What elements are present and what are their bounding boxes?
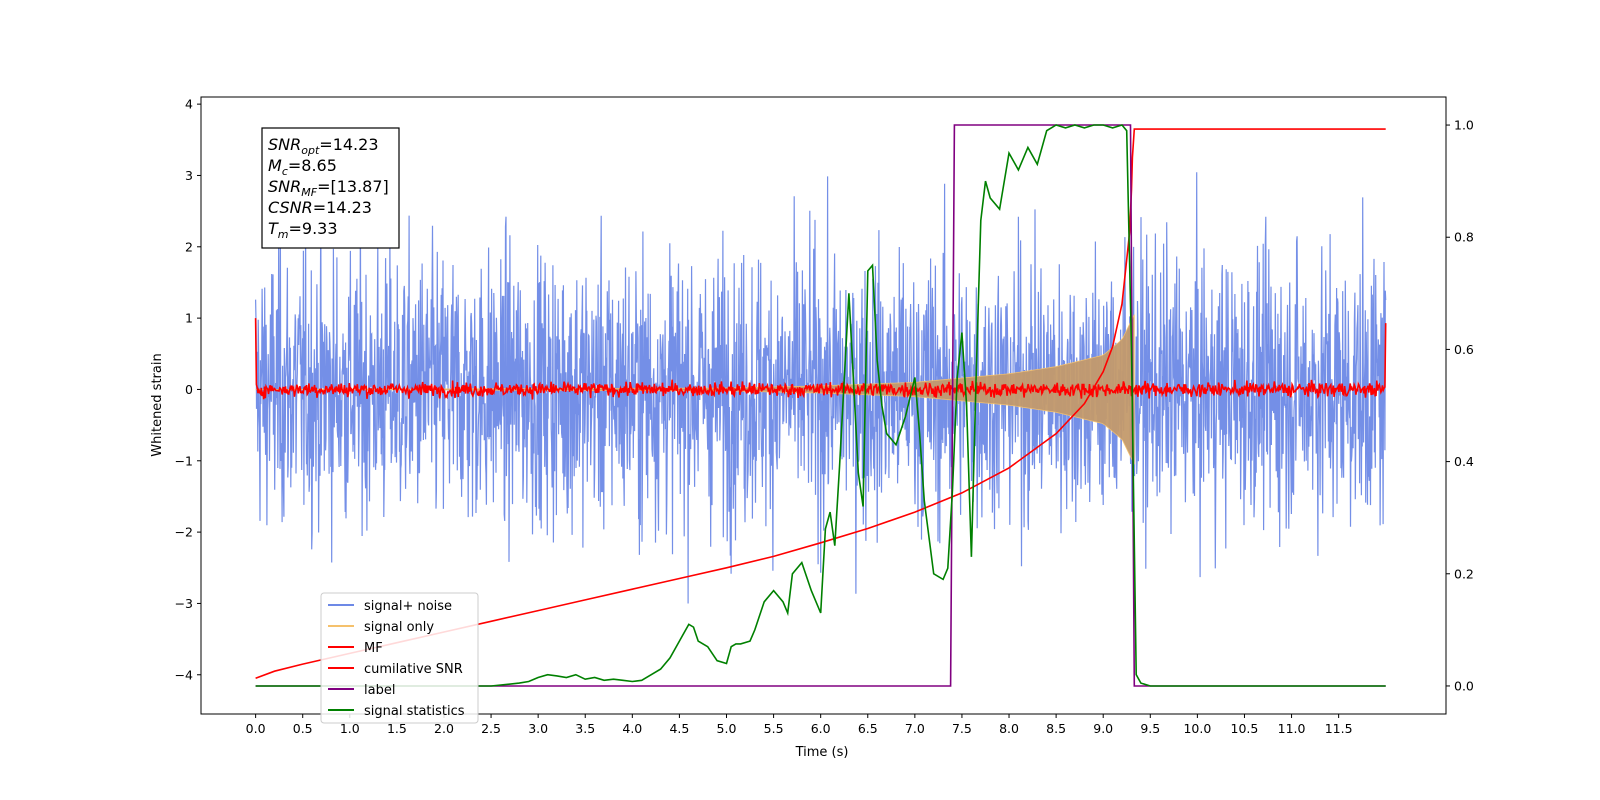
x-tick-label: 6.5 [858,721,878,736]
x-tick-label: 3.5 [575,721,595,736]
legend-frame [320,592,479,724]
x-tick-label: 5.0 [717,721,737,736]
x-axis: 0.0 0.5 1.0 1.5 2.0 2.5 3.0 3.5 4.0 4.5 5.0 5.5 6.0 6… [246,714,1353,736]
y2-tick-label: 0.8 [1454,230,1474,245]
x-tick-label: 9.0 [1093,721,1113,736]
y-axis-left: 4 3 2 1 0 −1 −2 −3 −4 [175,97,201,682]
y2-tick-label: 1.0 [1454,118,1474,133]
y2-tick-label: 0.0 [1454,678,1474,693]
x-tick-label: 1.5 [387,721,407,736]
x-tick-label: 9.5 [1140,721,1160,736]
x-tick-label: 8.0 [999,721,1019,736]
y-tick-label: −1 [175,453,193,468]
x-tick-label: 10.5 [1231,721,1259,736]
x-tick-label: 1.0 [340,721,360,736]
x-tick-label: 11.5 [1325,721,1353,736]
x-tick-label: 0.5 [293,721,313,736]
legend-label: MF [364,641,383,656]
x-tick-label: 2.5 [481,721,501,736]
legend-label: label [364,683,395,698]
x-tick-label: 10.0 [1183,721,1211,736]
legend-label: signal only [364,620,434,635]
series-signal-plus-noise [255,172,1387,604]
annotation-line: Mc=8.65 [268,156,337,178]
annotation-box: SNRopt=14.23Mc=8.65SNRMF=[13.87]CSNR=14.… [261,127,400,249]
annotation-line: SNRopt=14.23 [268,135,379,157]
y-tick-label: −3 [175,596,193,611]
x-tick-label: 3.0 [528,721,548,736]
x-tick-label: 7.5 [952,721,972,736]
y-tick-label: −4 [175,667,193,682]
annotation-line: SNRMF=[13.87] [268,177,389,199]
y-tick-label: 3 [185,168,193,183]
y-axis-label: Whitened strain [150,353,165,456]
x-tick-label: 4.5 [669,721,689,736]
plot-frame [200,96,1447,715]
legend-label: signal statistics [364,704,465,719]
y-tick-label: 1 [185,311,193,326]
series-signal-statistics [255,124,1386,687]
annotation-line: CSNR=14.23 [268,198,372,217]
y-tick-label: −2 [175,525,193,540]
y-tick-label: 4 [185,97,193,112]
legend-label: cumilative SNR [364,662,463,677]
x-tick-label: 4.0 [622,721,642,736]
x-tick-label: 5.5 [764,721,784,736]
x-tick-label: 8.5 [1046,721,1066,736]
legend: signal+ noise signal only MF cumilative SNR… [320,592,479,724]
annotation-line: Tm=9.33 [268,219,338,241]
legend-label: signal+ noise [364,599,452,614]
y-tick-label: 0 [185,382,193,397]
x-tick-label: 6.0 [811,721,831,736]
y-tick-label: 2 [185,239,193,254]
x-tick-label: 0.0 [246,721,266,736]
x-tick-label: 7.0 [905,721,925,736]
y2-tick-label: 0.4 [1454,454,1474,469]
x-axis-label: Time (s) [795,745,849,760]
y2-tick-label: 0.6 [1454,342,1474,357]
series-mf [254,318,1387,400]
x-tick-label: 11.0 [1278,721,1306,736]
y2-tick-label: 0.2 [1454,566,1474,581]
x-tick-label: 2.0 [434,721,454,736]
y-axis-right: 1.0 0.8 0.6 0.4 0.2 0.0 [1446,118,1474,693]
annotation-frame [261,127,400,249]
